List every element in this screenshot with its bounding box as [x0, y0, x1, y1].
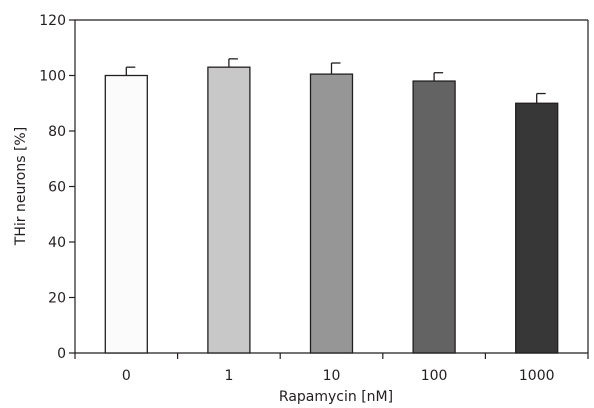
y-axis-label: THir neurons [%]: [13, 127, 29, 246]
y-tick-label: 0: [57, 346, 66, 362]
x-tick-label: 10: [323, 368, 341, 384]
y-tick-label: 80: [48, 124, 66, 140]
x-tick-label: 1: [224, 368, 233, 384]
y-tick-label: 120: [39, 13, 66, 29]
bar-1000: [515, 102, 559, 354]
bar-100: [412, 80, 456, 354]
y-tick-label: 40: [48, 235, 66, 251]
y-tick-label: 60: [48, 180, 66, 196]
bar-1: [207, 66, 251, 354]
x-tick-label: 0: [122, 368, 131, 384]
bar-10: [309, 73, 354, 354]
bar-0: [104, 74, 148, 354]
y-tick-label: 100: [39, 69, 66, 85]
x-tick-label: 100: [421, 368, 448, 384]
x-axis-label: Rapamycin [nM]: [279, 389, 393, 405]
y-tick-label: 20: [48, 291, 66, 307]
x-tick-label: 1000: [519, 368, 555, 384]
